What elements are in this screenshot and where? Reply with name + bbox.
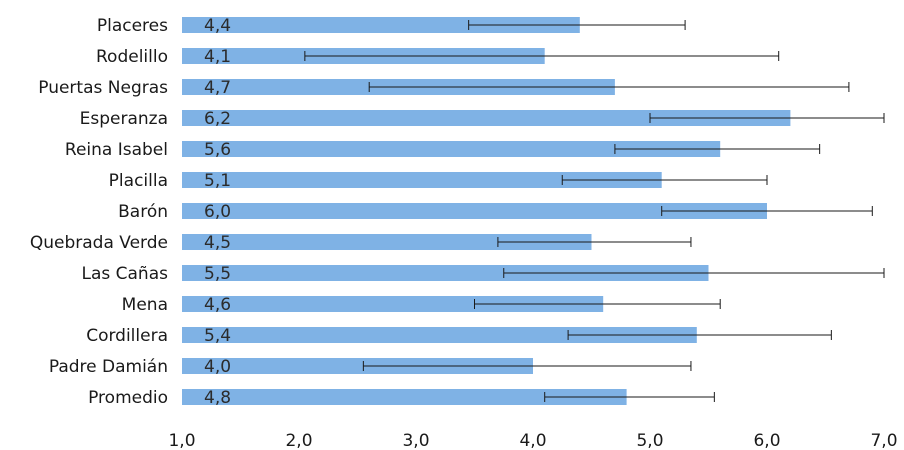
bar <box>182 203 767 219</box>
data-label: 4,5 <box>204 233 231 253</box>
bar <box>182 265 709 281</box>
x-tick-label: 2,0 <box>285 431 312 450</box>
category-label: Padre Damián <box>49 357 168 377</box>
x-tick-label: 4,0 <box>519 431 546 450</box>
data-label: 5,4 <box>204 326 231 346</box>
bar <box>182 358 533 374</box>
bar <box>182 296 604 312</box>
bar <box>182 172 662 188</box>
category-label: Puertas Negras <box>38 78 168 98</box>
category-label: Mena <box>122 295 168 315</box>
bar <box>182 234 592 250</box>
bar <box>182 141 721 157</box>
x-tick-label: 3,0 <box>402 431 429 450</box>
category-label: Reina Isabel <box>65 140 168 160</box>
data-label: 6,0 <box>204 202 231 222</box>
data-label: 5,5 <box>204 264 231 284</box>
category-label: Cordillera <box>86 326 168 346</box>
x-tick-label: 5,0 <box>636 431 663 450</box>
category-label: Barón <box>118 202 168 222</box>
bar <box>182 110 791 126</box>
x-tick-label: 1,0 <box>168 431 195 450</box>
category-label: Promedio <box>88 388 168 408</box>
data-label: 4,6 <box>204 295 231 315</box>
data-label: 6,2 <box>204 109 231 129</box>
data-label: 4,4 <box>204 16 231 36</box>
data-label: 4,1 <box>204 47 231 67</box>
category-label: Placeres <box>97 16 168 36</box>
bar <box>182 389 627 405</box>
bar <box>182 17 580 33</box>
data-label: 4,8 <box>204 388 231 408</box>
category-label: Quebrada Verde <box>30 233 168 253</box>
data-label: 4,7 <box>204 78 231 98</box>
x-tick-label: 6,0 <box>753 431 780 450</box>
x-tick-label: 7,0 <box>870 431 897 450</box>
category-label: Esperanza <box>80 109 168 129</box>
data-label: 5,6 <box>204 140 231 160</box>
category-label: Rodelillo <box>96 47 168 67</box>
data-label: 5,1 <box>204 171 231 191</box>
category-label: Las Cañas <box>82 264 169 284</box>
category-label: Placilla <box>109 171 168 191</box>
data-label: 4,0 <box>204 357 231 377</box>
